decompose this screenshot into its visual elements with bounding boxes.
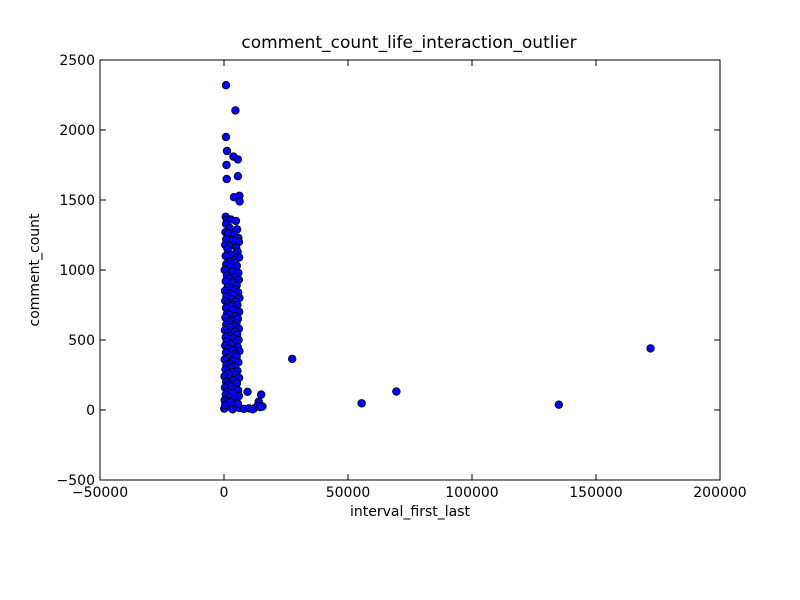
data-point — [233, 171, 243, 181]
x-tick-label: 150000 — [569, 485, 622, 501]
data-point — [248, 405, 257, 414]
x-tick-label: −50000 — [72, 485, 128, 501]
data-point — [554, 400, 563, 409]
chart-title: comment_count_life_interaction_outlier — [241, 33, 576, 53]
data-point — [222, 174, 231, 184]
data-point — [231, 216, 241, 226]
data-point — [255, 403, 265, 412]
y-tick-label: 500 — [68, 333, 95, 349]
y-tick-label: 1000 — [59, 263, 95, 279]
x-axis: −50000 0 50000 100000 150000 200000 — [72, 60, 747, 501]
y-axis: −500 0 500 1000 1500 2000 2500 — [57, 53, 720, 489]
data-point — [288, 354, 297, 364]
y-tick-label: −500 — [57, 473, 95, 489]
data-point — [231, 106, 240, 115]
data-point — [221, 132, 231, 142]
data-point — [392, 387, 401, 396]
x-tick-label: 50000 — [326, 485, 371, 501]
x-axis-label: interval_first_last — [350, 504, 470, 520]
data-point — [222, 160, 231, 170]
y-axis-label: comment_count — [27, 213, 43, 327]
data-point — [225, 398, 235, 407]
data-point — [243, 387, 252, 396]
data-point — [235, 197, 244, 206]
data-point — [222, 146, 232, 156]
data-point — [233, 155, 243, 164]
plot-area — [220, 80, 655, 414]
data-point — [357, 399, 366, 408]
data-point — [646, 344, 655, 353]
y-tick-label: 2000 — [59, 123, 95, 139]
x-tick-label: 100000 — [445, 485, 498, 501]
y-tick-label: 1500 — [59, 193, 95, 209]
y-tick-label: 2500 — [59, 53, 95, 69]
x-tick-label: 0 — [220, 485, 229, 501]
y-tick-label: 0 — [86, 403, 95, 419]
x-tick-label: 200000 — [693, 485, 746, 501]
data-point — [221, 80, 231, 90]
data-point — [257, 390, 266, 399]
